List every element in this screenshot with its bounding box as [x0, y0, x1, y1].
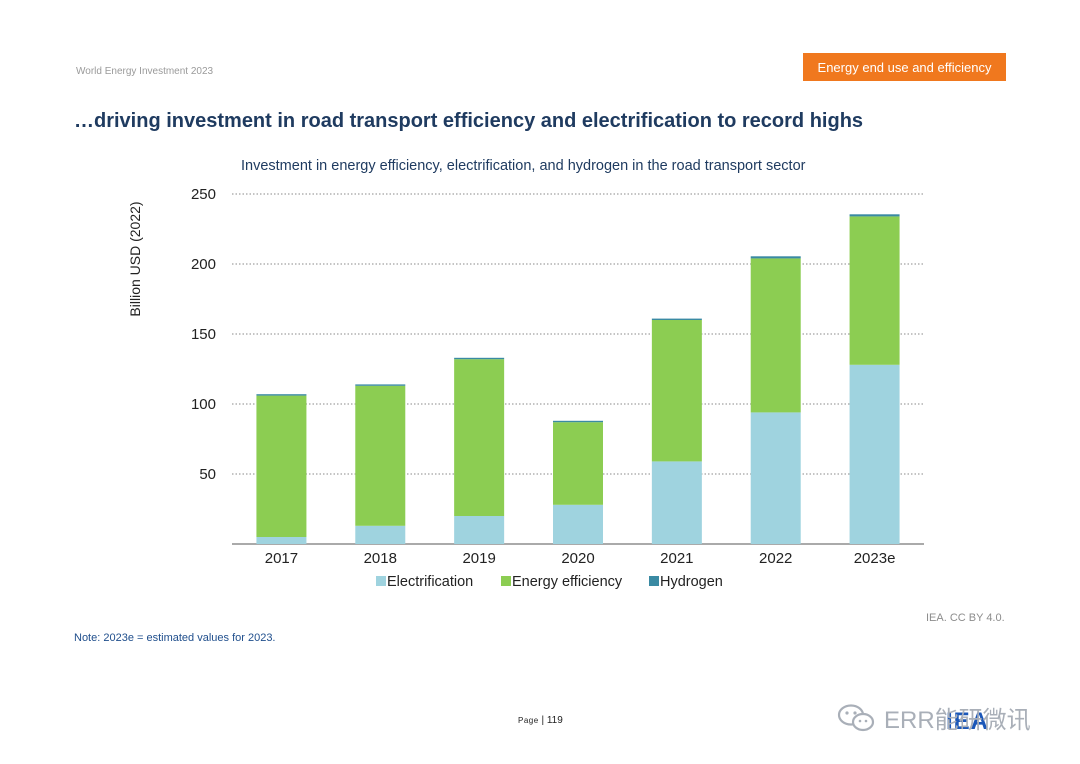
x-tick-label: 2020: [561, 550, 594, 567]
x-tick-label: 2017: [265, 550, 298, 567]
x-tick-label: 2021: [660, 550, 693, 567]
y-tick-label: 250: [191, 186, 216, 203]
bar-hydrogen-2019: [454, 357, 505, 360]
y-axis-label: Billion USD (2022): [127, 201, 143, 316]
page-separator: |: [541, 715, 547, 726]
bar-energy-efficiency-2023e: [849, 216, 900, 365]
section-tag: Energy end use and efficiency: [803, 53, 1006, 81]
iea-logo: IEA: [946, 708, 990, 735]
y-tick-label: 100: [191, 396, 216, 413]
bar-energy-efficiency-2019: [454, 359, 505, 516]
page-number: Page | 119: [518, 715, 563, 726]
chart-title: Investment in energy efficiency, electri…: [241, 158, 806, 174]
bar-energy-efficiency-2020: [553, 422, 603, 505]
bar-hydrogen-2018: [355, 384, 406, 386]
source-credit: IEA. CC BY 4.0.: [926, 612, 1005, 624]
page-number-value: 119: [546, 715, 563, 726]
legend-label: Electrification: [387, 574, 473, 590]
bar-energy-efficiency-2022: [750, 258, 801, 413]
bar-electrification-2022: [750, 412, 801, 544]
bar-hydrogen-2020: [553, 420, 603, 423]
watermark-text: ERR能研微讯: [884, 707, 1031, 734]
watermark: ERR能研微讯: [836, 700, 1031, 735]
bar-energy-efficiency-2018: [355, 385, 406, 526]
legend-label: Energy efficiency: [512, 574, 623, 590]
bar-hydrogen-2017: [256, 394, 307, 396]
footnote: Note: 2023e = estimated values for 2023.: [74, 632, 276, 644]
bar-electrification-2017: [256, 537, 307, 544]
bar-energy-efficiency-2017: [256, 395, 307, 537]
legend-swatch: [649, 576, 659, 586]
legend-label: Hydrogen: [660, 574, 723, 590]
x-tick-label: 2023e: [854, 550, 896, 567]
bar-electrification-2023e: [849, 364, 900, 544]
y-tick-label: 50: [199, 466, 216, 483]
bar-hydrogen-2021: [651, 318, 702, 320]
bar-energy-efficiency-2021: [651, 320, 702, 462]
y-tick-label: 200: [191, 256, 216, 273]
x-tick-label: 2018: [364, 550, 397, 567]
legend-swatch: [501, 576, 511, 586]
bar-electrification-2019: [454, 516, 505, 544]
x-tick-label: 2022: [759, 550, 792, 567]
legend-swatch: [376, 576, 386, 586]
bar-electrification-2018: [355, 525, 406, 544]
report-name: World Energy Investment 2023: [76, 66, 214, 77]
bar-electrification-2020: [553, 504, 603, 544]
x-tick-label: 2019: [462, 550, 495, 567]
bar-electrification-2021: [651, 461, 702, 544]
page-title: …driving investment in road transport ef…: [74, 110, 864, 132]
wechat-icon: [837, 703, 875, 731]
page-label: Page: [518, 716, 539, 725]
y-tick-label: 150: [191, 326, 216, 343]
bar-hydrogen-2023e: [849, 214, 900, 217]
bar-hydrogen-2022: [750, 256, 801, 259]
